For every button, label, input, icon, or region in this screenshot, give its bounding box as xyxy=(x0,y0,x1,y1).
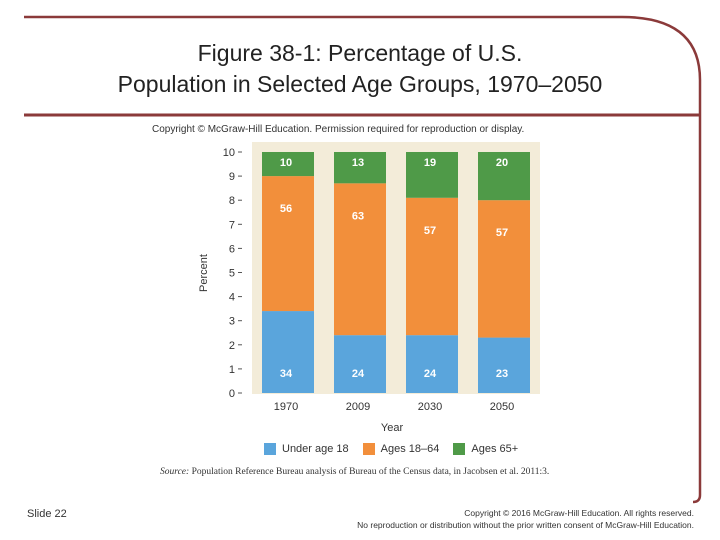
y-tick-label: 0 xyxy=(229,388,235,400)
bar-segment xyxy=(478,152,530,201)
bar-segment xyxy=(262,152,314,177)
bar-value-label: 20 xyxy=(496,157,508,169)
bar-segment xyxy=(334,152,386,184)
bar-value-label: 63 xyxy=(352,210,364,222)
source-label: Source: xyxy=(160,467,190,477)
bar-value-label: 24 xyxy=(424,368,437,380)
legend-item-18-64: Ages 18–64 xyxy=(362,443,440,455)
legend-label-65plus: Ages 65+ xyxy=(471,443,519,455)
y-tick-label: 2 xyxy=(229,340,235,352)
x-axis-label: Year xyxy=(381,422,404,434)
y-tick-label: 4 xyxy=(229,292,235,304)
legend-swatch-under18 xyxy=(264,443,276,455)
x-tick-label: 2030 xyxy=(418,401,442,413)
x-tick-label: 1970 xyxy=(274,401,298,413)
bar-value-label: 23 xyxy=(496,368,508,380)
bar-segment xyxy=(406,197,458,336)
y-axis-label: Percent xyxy=(198,254,210,292)
chart-copyright: Copyright © McGraw-Hill Education. Permi… xyxy=(152,124,525,135)
bar-segment xyxy=(334,183,386,336)
bar-segment xyxy=(262,176,314,312)
bar-segment xyxy=(334,335,386,393)
legend-item-65plus: Ages 65+ xyxy=(453,443,518,455)
slide-title: Figure 38-1: Percentage of U.S. Populati… xyxy=(60,38,660,100)
source-text: Population Reference Bureau analysis of … xyxy=(189,467,550,477)
source-note: Source: Population Reference Bureau anal… xyxy=(160,466,580,478)
bar-value-label: 10 xyxy=(280,157,292,169)
chart-legend: Under age 18 Ages 18–64 Ages 65+ xyxy=(264,443,518,455)
legend-label-18-64: Ages 18–64 xyxy=(380,443,440,455)
y-tick-label: 8 xyxy=(229,195,235,207)
bar-segment xyxy=(262,311,314,393)
frame-border xyxy=(24,15,702,504)
legend-swatch-18-64 xyxy=(362,443,375,455)
bar-value-label: 19 xyxy=(424,157,436,169)
bar-value-label: 24 xyxy=(352,368,365,380)
y-tick-label: 9 xyxy=(229,171,235,183)
footer-copyright: Copyright © 2016 McGraw-Hill Education. … xyxy=(357,507,694,531)
x-tick-label: 2050 xyxy=(490,401,514,413)
y-tick-label: 10 xyxy=(223,147,235,159)
footer-copyright-line1: Copyright © 2016 McGraw-Hill Education. … xyxy=(464,508,694,518)
slide-number: Slide 22 xyxy=(27,508,67,520)
legend-label-under18: Under age 18 xyxy=(282,443,349,455)
y-tick-label: 6 xyxy=(229,243,235,255)
bar-value-label: 57 xyxy=(424,225,436,237)
legend-swatch-65plus xyxy=(453,443,466,455)
bar-segment xyxy=(406,152,458,198)
footer-copyright-line2: No reproduction or distribution without … xyxy=(357,520,694,530)
bar-segment xyxy=(406,335,458,393)
y-tick-label: 3 xyxy=(229,316,235,328)
bar-segment xyxy=(478,200,530,338)
slide-title-line1: Figure 38-1: Percentage of U.S. xyxy=(197,40,523,66)
bar-value-label: 13 xyxy=(352,157,364,169)
y-tick-label: 7 xyxy=(229,219,235,231)
bar-segment xyxy=(478,337,530,393)
bar-value-label: 57 xyxy=(496,227,508,239)
legend-item-under18: Under age 18 xyxy=(264,443,349,455)
bar-value-label: 56 xyxy=(280,203,292,215)
bar-value-label: 34 xyxy=(280,368,293,380)
y-tick-label: 1 xyxy=(229,364,235,376)
slide-title-line2: Population in Selected Age Groups, 1970–… xyxy=(117,71,603,97)
y-tick-label: 5 xyxy=(229,268,235,280)
x-tick-label: 2009 xyxy=(346,401,370,413)
